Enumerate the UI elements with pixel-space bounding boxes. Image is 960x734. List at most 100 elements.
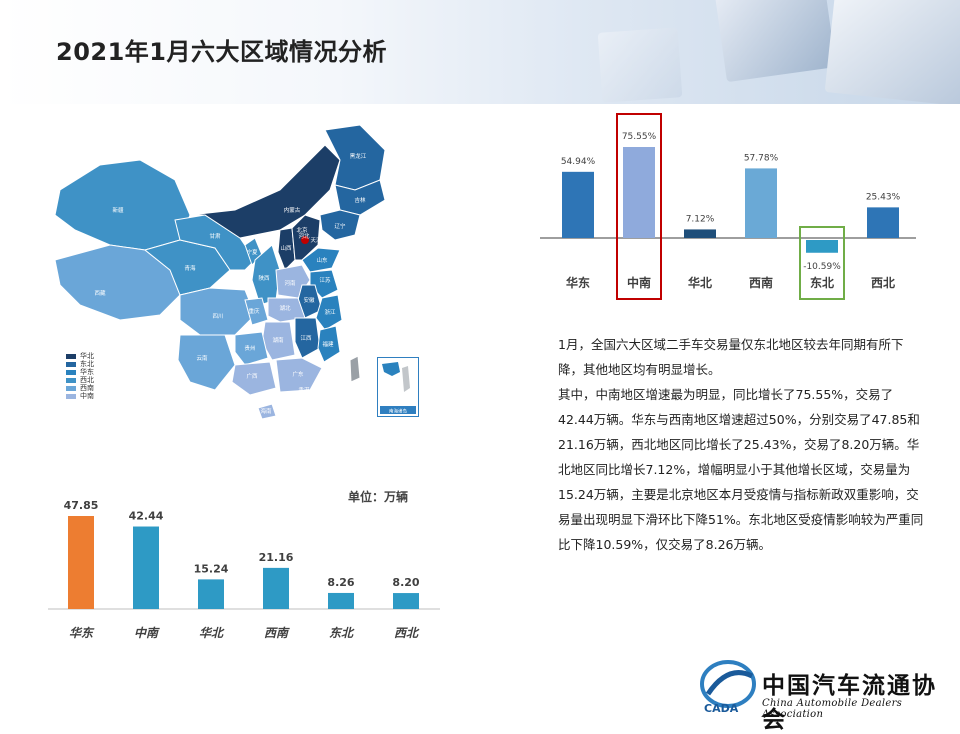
map-region-label: 河南 (284, 279, 296, 287)
highlight-box (799, 226, 845, 300)
map-region-label: 广西 (246, 372, 258, 380)
bar (562, 171, 594, 238)
paragraph-detail: 其中，中南地区增速最为明显，同比增长了75.55%，交易了42.44万辆。华东与… (558, 387, 924, 552)
association-english-name: China Automobile Dealers Association (762, 698, 903, 720)
decorative-cube (824, 0, 960, 104)
data-label: 54.94% (561, 157, 596, 167)
legend-swatch (66, 385, 76, 391)
map-legend-item: 中南 (66, 392, 94, 400)
beijing-marker (301, 236, 309, 244)
map-region-label: 辽宁 (334, 222, 346, 230)
cada-logo: CADA (698, 654, 960, 716)
legend-label: 华北 (80, 352, 94, 360)
data-label: -10.59% (803, 262, 841, 272)
legend-swatch (66, 369, 76, 375)
category-label: 西北 (394, 626, 420, 640)
logo-badge-text: CADA (704, 702, 739, 715)
category-label: 华北 (199, 626, 225, 640)
bar (623, 147, 655, 238)
china-region-map: 黑龙江 吉林 辽宁 内蒙古 新疆 甘肃 宁夏 青海 西藏 四川 陕西 山西 河北 北京 天津 山东 河南 江苏 安徽… (40, 120, 400, 420)
decorative-cube (597, 27, 683, 103)
region-shandong (301, 247, 341, 273)
volume-chart: 47.85 华东 42.44 中南 15.24 华北 21.16 西南 8.26 东北 8.20 西北 (40, 480, 440, 650)
map-legend-item: 西北 (66, 376, 94, 384)
category-label: 华北 (688, 275, 712, 290)
data-label: 57.78% (744, 153, 779, 163)
map-legend-item: 华北 (66, 352, 94, 360)
map-legend-item: 西南 (66, 384, 94, 392)
legend-label: 东北 (80, 360, 94, 368)
map-region-label: 上海 (346, 286, 358, 294)
map-region-label: 西藏 (94, 289, 106, 297)
cada-emblem-icon: CADA (700, 660, 756, 715)
map-region-label: 河北 (298, 232, 310, 240)
category-label: 西南 (264, 626, 290, 640)
map-region-label: 香港 (298, 386, 310, 394)
map-region-label: 北京 (296, 226, 308, 234)
data-label: 15.24 (194, 562, 229, 575)
map-region-label: 内蒙古 (284, 206, 301, 214)
legend-swatch (66, 377, 76, 383)
map-region-label: 贵州 (244, 344, 255, 352)
bar (68, 516, 94, 609)
analysis-text: 1月，全国六大区域二手车交易量仅东北地区较去年同期有所下降，其他地区均有明显增长… (558, 332, 928, 557)
highlight-box (616, 113, 662, 300)
bar (393, 593, 419, 609)
map-region-label: 黑龙江 (350, 152, 367, 160)
legend-label: 中南 (80, 392, 94, 400)
region-neimenggu (189, 144, 341, 239)
region-anhui (297, 284, 323, 319)
growth-rate-chart: 54.94% 华东 75.55% 中南 7.12% 华北 57.78% 西南 -10.59% 东北… (540, 110, 940, 310)
region-chongqing (244, 297, 269, 326)
bar (328, 592, 354, 609)
map-region-label: 天津 (310, 237, 322, 244)
map-region-label: 浙江 (324, 308, 336, 316)
bar (867, 207, 899, 238)
legend-swatch (66, 393, 76, 399)
map-legend-item: 华东 (66, 368, 94, 376)
category-label: 中南 (627, 275, 651, 290)
map-region-label: 广东 (292, 370, 304, 378)
inset-label: 南海诸岛 (389, 408, 407, 415)
paragraph-summary: 1月，全国六大区域二手车交易量仅东北地区较去年同期有所下降，其他地区均有明显增长… (558, 337, 904, 377)
category-label: 东北 (810, 275, 834, 290)
map-region-label: 海南 (260, 407, 272, 415)
region-xizang (54, 244, 181, 321)
region-taiwan (349, 355, 361, 383)
category-label: 华东 (566, 275, 590, 290)
legend-swatch (66, 361, 76, 367)
map-region-label: 山西 (280, 244, 292, 252)
south-china-sea-inset: 南海诸岛 (377, 357, 419, 417)
data-label: 47.85 (64, 499, 99, 512)
map-region-label: 云南 (196, 354, 208, 362)
legend-label: 华东 (80, 368, 94, 376)
region-guangxi (231, 361, 277, 396)
map-region-label: 山东 (316, 256, 328, 264)
map-region-label: 湖南 (272, 336, 284, 344)
unit-label: 单位：万辆 (348, 490, 409, 504)
region-jiangxi (294, 317, 321, 359)
region-xinjiang (54, 159, 191, 251)
map-region-label: 宁夏 (246, 248, 258, 256)
data-label: 7.12% (686, 214, 715, 224)
map-legend-item: 东北 (66, 360, 94, 368)
decorative-cube (713, 0, 837, 83)
map-region-label: 安徽 (303, 296, 315, 304)
data-label: 25.43% (866, 192, 901, 202)
map-region-label: 台湾 (360, 364, 372, 372)
map-region-label: 陕西 (258, 274, 270, 282)
category-label: 西南 (749, 275, 773, 290)
category-label: 中南 (134, 626, 160, 640)
map-region-label: 重庆 (248, 307, 260, 315)
region-guangdong (275, 357, 323, 393)
map-region-label: 福建 (322, 340, 334, 348)
region-guizhou (234, 331, 269, 366)
category-label: 西北 (871, 275, 895, 290)
data-label: 8.26 (327, 576, 354, 589)
legend-swatch (66, 353, 76, 359)
map-region-label: 湖北 (279, 304, 291, 312)
map-region-label: 澳门 (284, 392, 295, 400)
region-yunnan (177, 334, 236, 391)
map-region-label: 青海 (184, 264, 196, 272)
